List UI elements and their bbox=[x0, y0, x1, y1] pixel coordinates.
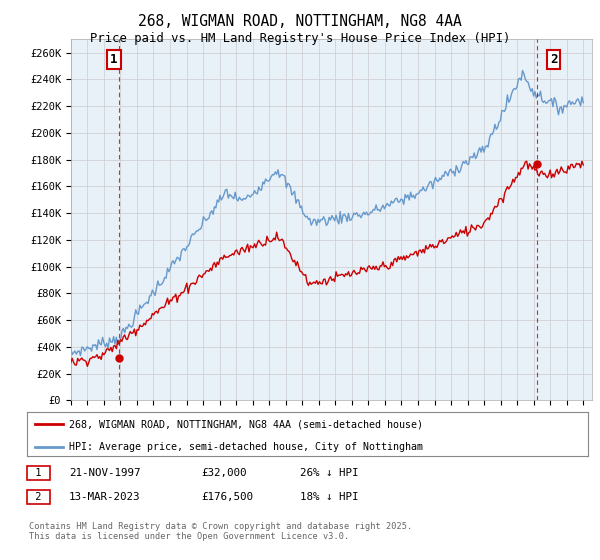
Text: Price paid vs. HM Land Registry's House Price Index (HPI): Price paid vs. HM Land Registry's House … bbox=[90, 32, 510, 45]
Text: 1: 1 bbox=[110, 53, 118, 66]
Text: 26% ↓ HPI: 26% ↓ HPI bbox=[300, 468, 359, 478]
Text: £32,000: £32,000 bbox=[201, 468, 247, 478]
Text: Contains HM Land Registry data © Crown copyright and database right 2025.
This d: Contains HM Land Registry data © Crown c… bbox=[29, 522, 412, 542]
Text: 1: 1 bbox=[29, 468, 47, 478]
Text: 268, WIGMAN ROAD, NOTTINGHAM, NG8 4AA: 268, WIGMAN ROAD, NOTTINGHAM, NG8 4AA bbox=[138, 14, 462, 29]
Text: 13-MAR-2023: 13-MAR-2023 bbox=[69, 492, 140, 502]
Text: HPI: Average price, semi-detached house, City of Nottingham: HPI: Average price, semi-detached house,… bbox=[69, 441, 423, 451]
Text: £176,500: £176,500 bbox=[201, 492, 253, 502]
Text: 2: 2 bbox=[29, 492, 47, 502]
Text: 18% ↓ HPI: 18% ↓ HPI bbox=[300, 492, 359, 502]
Text: 2: 2 bbox=[550, 53, 557, 66]
Text: 21-NOV-1997: 21-NOV-1997 bbox=[69, 468, 140, 478]
Text: 268, WIGMAN ROAD, NOTTINGHAM, NG8 4AA (semi-detached house): 268, WIGMAN ROAD, NOTTINGHAM, NG8 4AA (s… bbox=[69, 419, 423, 429]
